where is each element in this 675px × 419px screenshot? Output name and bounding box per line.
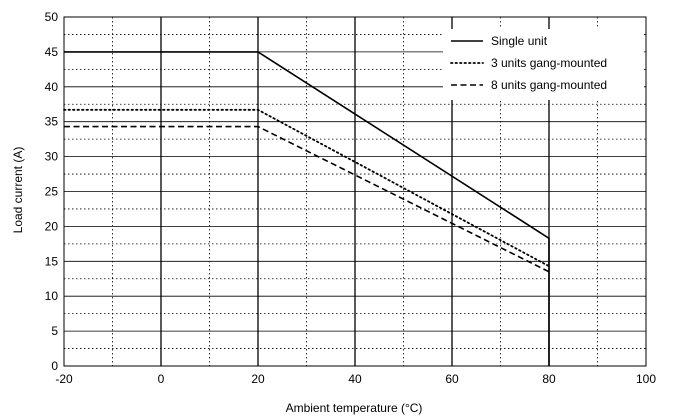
y-tick-label: 40: [45, 80, 59, 94]
y-tick-label: 30: [45, 150, 59, 164]
y-tick-labels: 0 5 10 15 20 25 30 35 40 45 50: [45, 10, 59, 373]
legend-label-2: 3 units gang-mounted: [491, 56, 607, 70]
y-tick-label: 25: [45, 185, 59, 199]
legend-label-1: Single unit: [491, 34, 548, 48]
legend-label-3: 8 units gang-mounted: [491, 78, 607, 92]
legend: Single unit 3 units gang-mounted 8 units g…: [443, 29, 644, 100]
x-tick-labels: -20 0 20 40 60 80 100: [55, 372, 656, 386]
x-tick-label: -20: [55, 372, 73, 386]
y-tick-label: 5: [51, 324, 58, 338]
y-tick-label: 15: [45, 254, 59, 268]
x-tick-label: 80: [542, 372, 556, 386]
x-tick-label: 100: [636, 372, 656, 386]
x-tick-label: 0: [158, 372, 165, 386]
y-tick-label: 35: [45, 115, 59, 129]
y-tick-label: 10: [45, 289, 59, 303]
y-tick-label: 20: [45, 219, 59, 233]
x-tick-label: 40: [348, 372, 362, 386]
x-axis-label: Ambient temperature (°C): [286, 401, 423, 415]
y-axis-label: Load current (A): [11, 147, 25, 234]
y-tick-label: 50: [45, 10, 59, 24]
x-tick-label: 60: [445, 372, 459, 386]
y-tick-label: 45: [45, 45, 59, 59]
y-tick-label: 0: [51, 359, 58, 373]
x-tick-label: 20: [251, 372, 265, 386]
